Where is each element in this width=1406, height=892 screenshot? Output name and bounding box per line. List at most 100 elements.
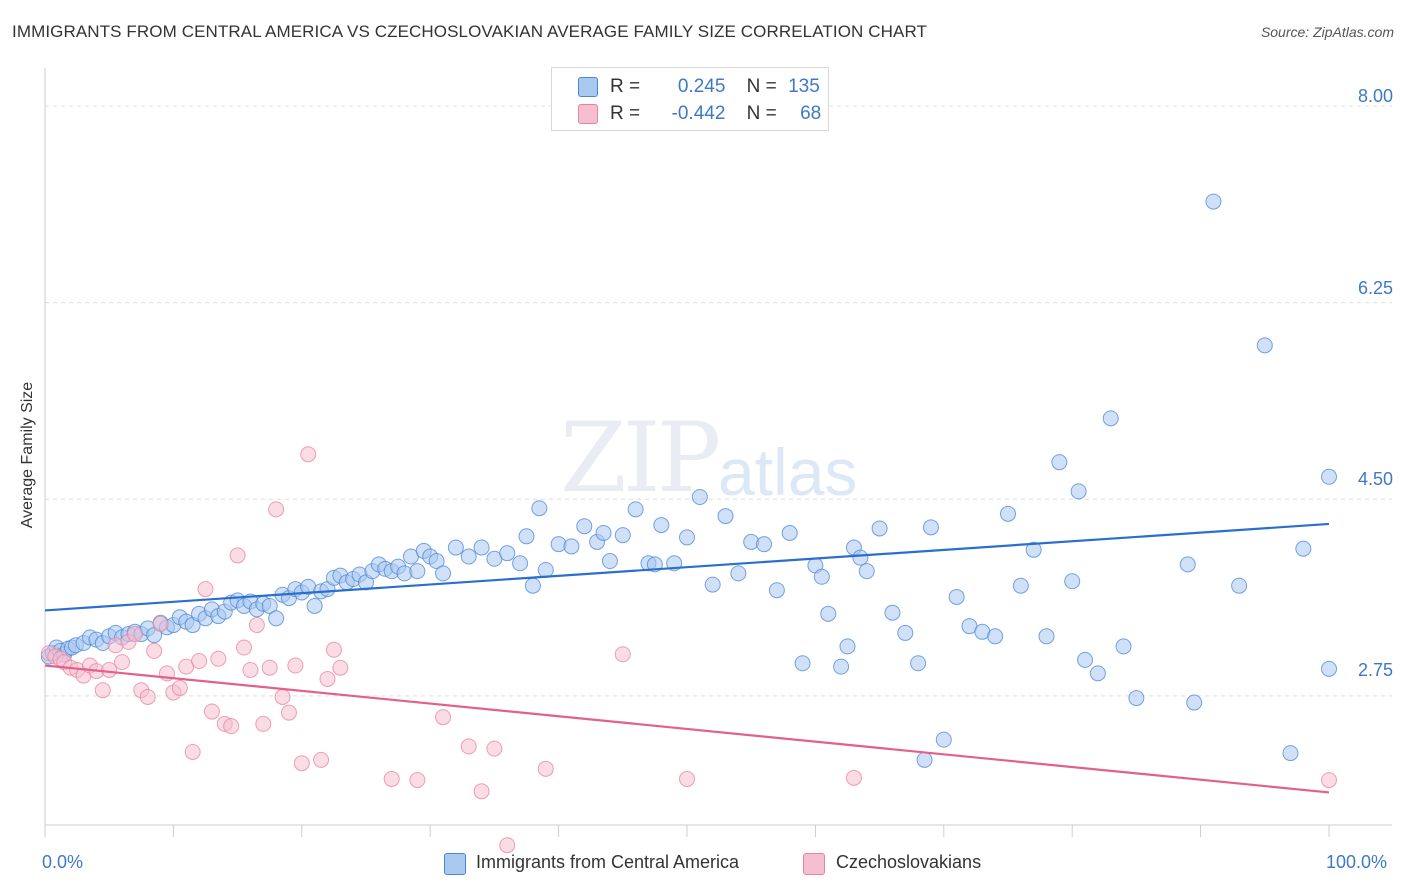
blue-point bbox=[871, 520, 888, 537]
blue-point bbox=[1070, 483, 1087, 500]
correlation-legend: R = 0.245 N = 135 R = -0.442 N = 68 bbox=[551, 67, 829, 131]
blue-swatch bbox=[578, 77, 598, 97]
blue-point bbox=[499, 545, 516, 562]
blue-point bbox=[839, 638, 856, 655]
blue-point bbox=[691, 488, 708, 505]
blue-point bbox=[518, 528, 535, 545]
pink-point bbox=[845, 769, 862, 786]
blue-point bbox=[447, 539, 464, 556]
blue-point bbox=[852, 549, 869, 566]
y-tick-label: 8.00 bbox=[1357, 86, 1393, 106]
pink-point bbox=[293, 755, 310, 772]
pink-point bbox=[94, 682, 111, 699]
blue-point bbox=[1295, 540, 1312, 557]
n-label: N = bbox=[746, 76, 777, 97]
pink-point bbox=[197, 581, 214, 598]
pink-point bbox=[460, 738, 477, 755]
blue-point bbox=[768, 582, 785, 599]
pink-point bbox=[268, 501, 285, 518]
blue-point bbox=[858, 563, 875, 580]
blue-point bbox=[1231, 577, 1248, 594]
legend-row-pink: R = -0.442 N = 68 bbox=[610, 103, 821, 125]
blue-point bbox=[1064, 573, 1081, 590]
pink-point bbox=[223, 718, 240, 735]
blue-point bbox=[1077, 651, 1094, 668]
blue-point bbox=[268, 610, 285, 627]
blue-point bbox=[704, 576, 721, 593]
pink-point bbox=[499, 837, 516, 854]
legend-row-blue: R = 0.245 N = 135 bbox=[610, 76, 820, 98]
pink-point bbox=[486, 740, 503, 757]
blue-point bbox=[1102, 410, 1119, 427]
pink-point bbox=[248, 617, 265, 634]
blue-point bbox=[601, 553, 618, 570]
blue-point bbox=[884, 604, 901, 621]
blue-point bbox=[730, 565, 747, 582]
y-tick-label: 2.75 bbox=[1357, 660, 1393, 680]
blue-point bbox=[576, 518, 593, 535]
blue-point bbox=[435, 565, 452, 582]
pink-point bbox=[152, 615, 169, 632]
legend-swatch-pink bbox=[803, 853, 825, 875]
r-label: R = bbox=[610, 103, 641, 124]
chart-title: IMMIGRANTS FROM CENTRAL AMERICA VS CZECH… bbox=[12, 22, 927, 41]
pink-point bbox=[229, 547, 246, 564]
pink-point bbox=[210, 650, 227, 667]
pink-point bbox=[300, 446, 317, 463]
blue-point bbox=[524, 577, 541, 594]
pink-point bbox=[332, 659, 349, 676]
r-value: 0.245 bbox=[677, 76, 726, 97]
pink-point bbox=[203, 703, 220, 720]
blue-point bbox=[653, 517, 670, 534]
pink-point bbox=[537, 760, 554, 777]
blue-point bbox=[756, 536, 773, 553]
pink-trend-line bbox=[44, 664, 1330, 794]
pink-point bbox=[274, 688, 291, 705]
pink-point bbox=[101, 661, 118, 678]
pink-point bbox=[242, 661, 259, 678]
pink-point bbox=[139, 688, 156, 705]
pink-point bbox=[435, 709, 452, 726]
blue-point bbox=[473, 539, 490, 556]
blue-point bbox=[813, 568, 830, 585]
blue-point bbox=[1186, 694, 1203, 711]
blue-point bbox=[1282, 745, 1299, 762]
pink-point bbox=[325, 641, 342, 658]
y-tick-label: 6.25 bbox=[1357, 278, 1393, 298]
legend-swatch-blue bbox=[444, 853, 466, 875]
blue-point bbox=[1128, 690, 1145, 707]
pink-point bbox=[146, 642, 163, 659]
blue-point bbox=[1205, 193, 1222, 210]
blue-point bbox=[428, 553, 445, 570]
blue-point bbox=[897, 624, 914, 641]
x-tick-label-min: 0.0% bbox=[42, 852, 84, 872]
blue-point bbox=[595, 524, 612, 541]
pink-point bbox=[409, 772, 426, 789]
blue-point bbox=[1000, 505, 1016, 522]
pink-point bbox=[679, 770, 695, 787]
n-value: 135 bbox=[788, 76, 820, 97]
blue-point bbox=[627, 501, 644, 518]
blue-point bbox=[409, 563, 426, 580]
blue-point bbox=[910, 655, 927, 672]
pink-point bbox=[319, 670, 336, 687]
blue-point bbox=[1051, 454, 1068, 471]
pink-point bbox=[614, 646, 631, 663]
legend-label-pink: Czechoslovakians bbox=[836, 852, 982, 872]
blue-point bbox=[781, 524, 798, 541]
pink-point bbox=[473, 783, 490, 800]
y-tick-label: 4.50 bbox=[1357, 469, 1393, 489]
blue-point bbox=[1179, 556, 1196, 573]
blue-point bbox=[1038, 628, 1055, 645]
blue-point bbox=[614, 527, 631, 544]
pink-point bbox=[191, 652, 208, 669]
blue-point bbox=[1012, 577, 1029, 594]
source-note: Source: ZipAtlas.com bbox=[1260, 24, 1394, 40]
pink-point bbox=[126, 626, 143, 643]
pink-point bbox=[236, 639, 253, 656]
pink-point bbox=[313, 751, 330, 768]
pink-point bbox=[255, 715, 272, 732]
blue-point bbox=[820, 605, 837, 622]
blue-point bbox=[935, 731, 952, 748]
n-value: 68 bbox=[800, 103, 822, 124]
